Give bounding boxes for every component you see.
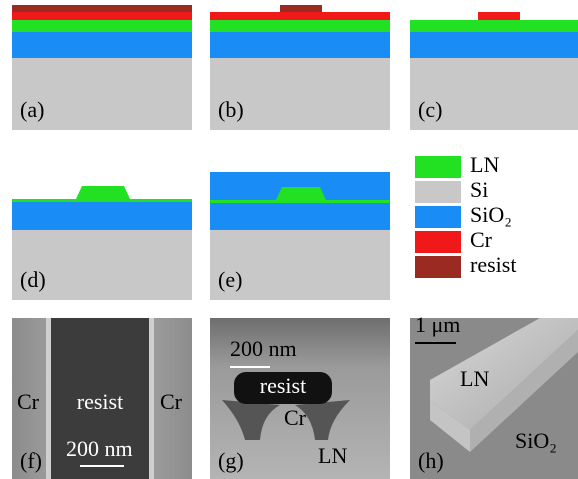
panel-label: (c) [418, 97, 442, 122]
legend-swatch [415, 231, 461, 253]
sem-text: resist [77, 389, 123, 414]
panel-label: (d) [20, 267, 46, 292]
sem-g: 200 nm resist Cr LN (g) [210, 318, 390, 479]
sem-text: Cr [284, 405, 307, 430]
panel-label: (g) [218, 448, 244, 473]
sem-f: Cr resist Cr 200 nm (f) [12, 318, 192, 479]
legend-swatch [415, 156, 461, 178]
sem-text: LN [318, 443, 347, 468]
legend-swatch [415, 256, 461, 278]
panel-label: (e) [218, 267, 242, 292]
panel-label: (b) [218, 97, 244, 122]
panel-b: (b) [210, 5, 390, 130]
sem-text: resist [260, 373, 306, 398]
figure: (a) (b) (c) (d) (e) LN [0, 0, 578, 479]
scale-label: 1 μm [415, 312, 460, 337]
legend-label: SiO₂ [470, 202, 512, 227]
panel-d: (d) [12, 186, 192, 300]
panel-a: (a) [12, 5, 192, 130]
scale-label: 200 nm [66, 436, 133, 461]
sem-text: SiO₂ [515, 428, 557, 453]
legend-label: LN [470, 152, 499, 177]
panel-label: (a) [20, 97, 44, 122]
page: {"panels": [ {"label": "(a)"}, {"label":… [0, 0, 578, 479]
legend-label: Si [470, 177, 488, 202]
scale-label: 200 nm [230, 336, 297, 361]
sem-text: LN [460, 366, 489, 391]
sem-h: 1 μm LN SiO₂ (h) [410, 312, 578, 479]
legend-swatch [415, 206, 461, 228]
sem-text: Cr [17, 389, 40, 414]
panel-label: (h) [418, 448, 444, 473]
legend-label: resist [470, 252, 516, 277]
panel-e: (e) [210, 172, 390, 300]
legend-label: Cr [470, 227, 493, 252]
sem-text: Cr [160, 389, 183, 414]
panel-c: (c) [410, 12, 578, 130]
panel-label: (f) [20, 448, 42, 473]
legend-swatch [415, 181, 461, 203]
legend: LN Si SiO₂ Cr resist [415, 152, 516, 278]
